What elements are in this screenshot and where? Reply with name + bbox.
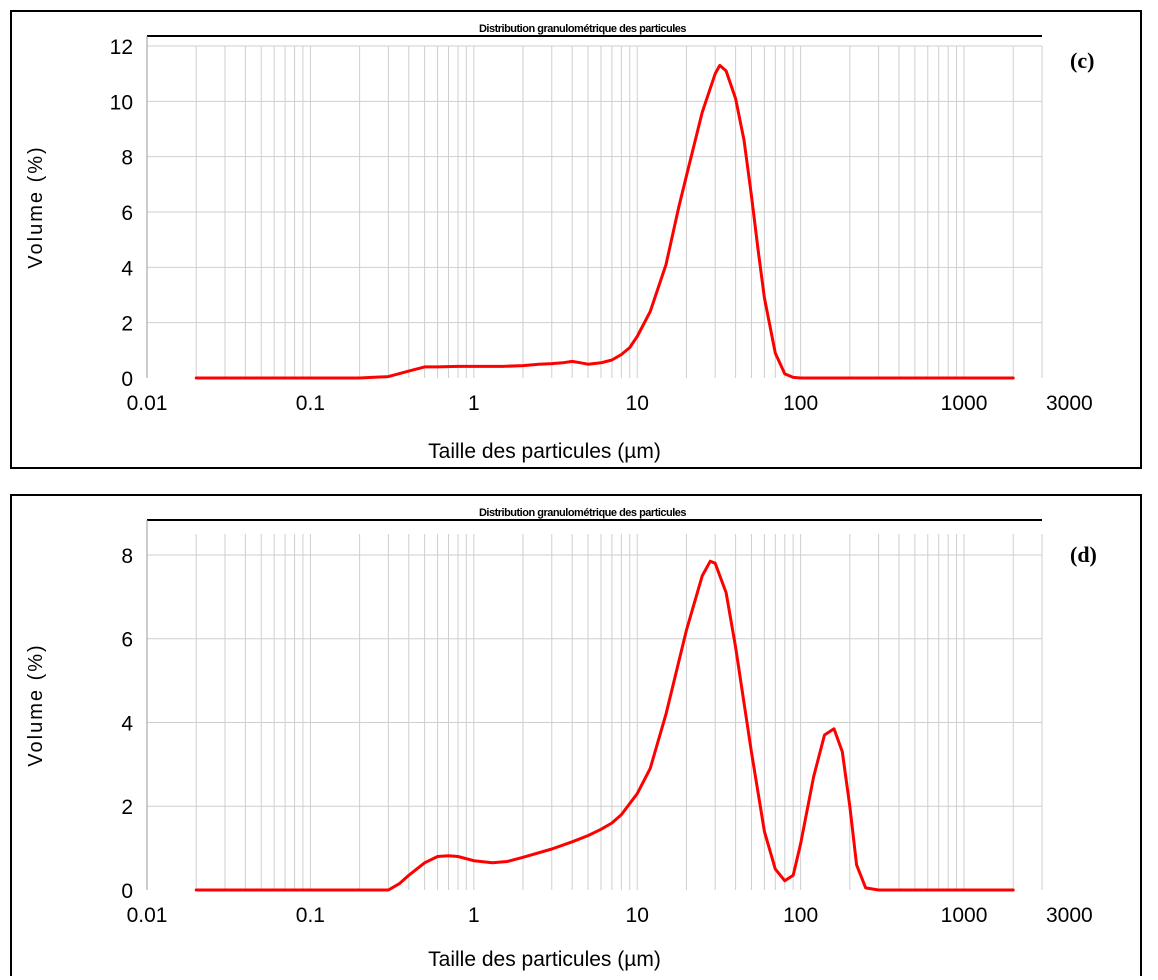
x-tick-label: 3000	[1046, 904, 1093, 927]
chart-panel-c: Distribution granulométrique des particu…	[10, 10, 1142, 469]
y-tick-label: 12	[110, 36, 133, 59]
panel-c-bottom-border	[10, 467, 1142, 469]
x-tick-label: 1000	[941, 392, 988, 415]
chart-d-svg: Distribution granulométrique des particu…	[25, 507, 1097, 971]
chart-panel-d: Distribution granulométrique des particu…	[10, 494, 1142, 976]
x-tick-label: 0.01	[127, 904, 168, 927]
y-tick-label: 0	[121, 880, 133, 903]
y-axis-label: Volume (%)	[25, 145, 47, 268]
x-tick-label: 1	[468, 392, 480, 415]
y-tick-label: 8	[121, 545, 133, 568]
panel-label: (c)	[1070, 48, 1094, 73]
x-axis-label: Taille des particules (µm)	[428, 948, 661, 971]
x-tick-label: 3000	[1046, 392, 1093, 415]
y-tick-label: 0	[121, 368, 133, 391]
chart-c-svg: Distribution granulométrique des particu…	[25, 23, 1094, 463]
series-line	[194, 63, 1015, 380]
x-tick-label: 0.1	[296, 392, 325, 415]
series-line	[194, 559, 1015, 892]
x-tick-label: 0.1	[296, 904, 325, 927]
x-tick-label: 10	[626, 392, 649, 415]
chart-title: Distribution granulométrique des particu…	[479, 23, 686, 35]
y-tick-label: 2	[121, 313, 133, 336]
x-tick-label: 100	[783, 904, 818, 927]
y-tick-label: 10	[110, 91, 133, 114]
x-tick-label: 0.01	[127, 392, 168, 415]
y-axis-label: Volume (%)	[25, 643, 47, 766]
x-axis-label: Taille des particules (µm)	[428, 440, 661, 463]
chart-title: Distribution granulométrique des particu…	[479, 507, 686, 519]
x-tick-label: 1000	[941, 904, 988, 927]
y-tick-label: 6	[121, 202, 133, 225]
y-tick-label: 4	[121, 257, 133, 280]
x-tick-label: 100	[783, 392, 818, 415]
y-tick-label: 2	[121, 796, 133, 819]
panel-label: (d)	[1070, 542, 1097, 567]
y-tick-label: 4	[121, 712, 133, 735]
x-tick-label: 10	[626, 904, 649, 927]
x-tick-label: 1	[468, 904, 480, 927]
y-tick-label: 6	[121, 629, 133, 652]
y-tick-label: 8	[121, 147, 133, 170]
